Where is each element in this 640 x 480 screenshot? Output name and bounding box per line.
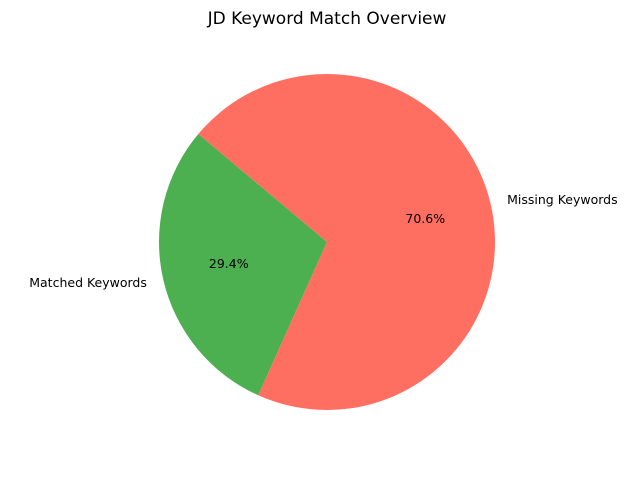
pie-slice-matched-keywords [159,134,327,396]
pie-slice-missing-keywords [198,73,495,410]
slice-percent-label: 29.4% [209,256,249,271]
chart-title: JD Keyword Match Overview [207,9,447,29]
pie-labels: Matched Keywords 29.4% Missing Keywords 70.… [29,192,617,290]
slice-percent-label: 70.6% [405,211,445,226]
pie-slices [159,73,495,410]
slice-label: Missing Keywords [507,192,618,207]
slice-label: Matched Keywords [29,275,147,290]
